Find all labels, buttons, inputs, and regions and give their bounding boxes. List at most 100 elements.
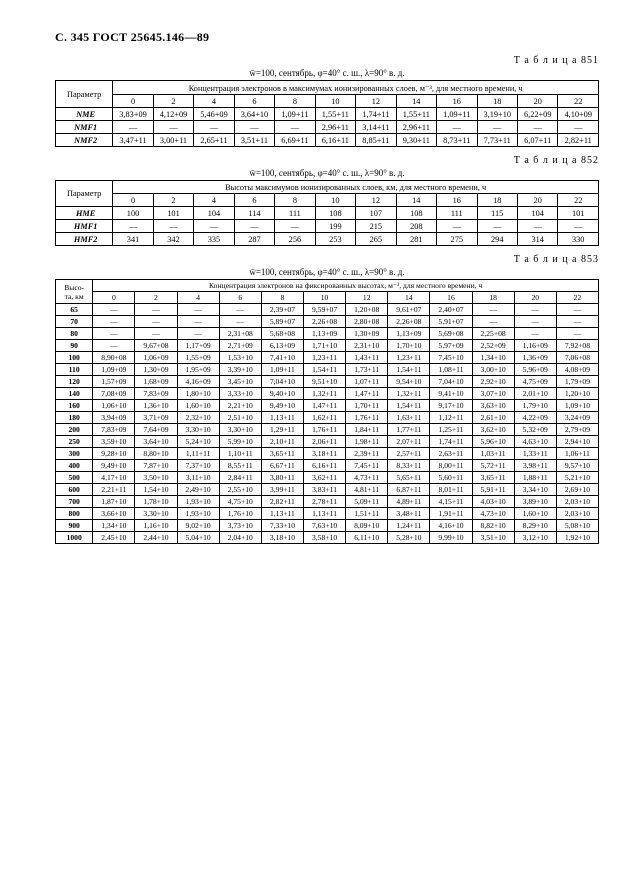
data-cell: 8,80+10 (135, 448, 177, 460)
data-cell: 9,61+07 (388, 304, 430, 316)
data-cell: 3,66+10 (93, 508, 135, 520)
data-cell: 7,45+10 (430, 352, 472, 364)
data-cell: 1,74+11 (430, 436, 472, 448)
data-cell: 6,16+11 (303, 460, 345, 472)
data-cell: 3,33+10 (219, 388, 261, 400)
data-cell: 2,26+08 (388, 316, 430, 328)
data-cell: 8,85+11 (356, 134, 396, 147)
data-cell: 1,34+10 (93, 520, 135, 532)
data-cell: 1,71+10 (303, 340, 345, 352)
data-cell: 5,69+08 (430, 328, 472, 340)
data-cell: 2,31+10 (346, 340, 388, 352)
data-cell: 1,54+11 (303, 364, 345, 376)
data-cell: 7,73+11 (477, 134, 517, 147)
data-cell: 335 (194, 233, 234, 246)
data-cell: 5,89+07 (261, 316, 303, 328)
data-cell: 5,91+07 (430, 316, 472, 328)
data-cell: 1,12+11 (430, 412, 472, 424)
data-cell: 5,68+08 (261, 328, 303, 340)
data-cell: 8,01+11 (430, 484, 472, 496)
data-cell: — (472, 316, 514, 328)
data-cell: 1,73+11 (346, 364, 388, 376)
data-cell: 6,87+11 (388, 484, 430, 496)
data-cell: 4,89+11 (388, 496, 430, 508)
data-cell: 1,10+11 (219, 448, 261, 460)
data-cell: 9,99+10 (430, 532, 472, 544)
data-cell: 1,06+11 (556, 448, 598, 460)
data-cell: 4,03+10 (472, 496, 514, 508)
data-cell: 3,98+11 (514, 460, 556, 472)
data-cell: 8,73+11 (437, 134, 477, 147)
data-cell: 2,65+11 (194, 134, 234, 147)
data-cell: 3,64+10 (135, 436, 177, 448)
data-cell: 1,20+10 (556, 388, 598, 400)
data-cell: 2,55+10 (219, 484, 261, 496)
data-cell: — (93, 304, 135, 316)
data-cell: 256 (275, 233, 315, 246)
data-cell: — (514, 316, 556, 328)
data-cell: — (153, 220, 193, 233)
data-cell: 1,03+11 (472, 448, 514, 460)
data-cell: 3,34+10 (514, 484, 556, 496)
data-cell: 4,75+09 (514, 376, 556, 388)
data-cell: 1,93+10 (177, 496, 219, 508)
data-cell: 2,45+10 (93, 532, 135, 544)
data-cell: 3,07+10 (472, 388, 514, 400)
data-cell: 275 (437, 233, 477, 246)
data-cell: 104 (194, 207, 234, 220)
data-cell: — (194, 121, 234, 134)
data-cell: 2,94+10 (556, 436, 598, 448)
data-cell: 1,84+11 (346, 424, 388, 436)
data-cell: 5,24+10 (177, 436, 219, 448)
height-cell: 700 (56, 496, 93, 508)
data-cell: 330 (558, 233, 599, 246)
data-cell: 1,36+09 (514, 352, 556, 364)
col-header: 2 (153, 95, 193, 108)
data-cell: 1,47+11 (303, 400, 345, 412)
data-cell: 3,50+10 (135, 472, 177, 484)
data-cell: 5,96+09 (514, 364, 556, 376)
data-cell: — (437, 121, 477, 134)
data-cell: 3,48+11 (388, 508, 430, 520)
data-cell: 8,29+10 (514, 520, 556, 532)
data-cell: 3,24+09 (556, 412, 598, 424)
data-cell: 2,04+10 (219, 532, 261, 544)
height-cell: 100 (56, 352, 93, 364)
data-cell: 1,68+09 (135, 376, 177, 388)
data-cell: 3,00+10 (472, 364, 514, 376)
data-cell: — (135, 316, 177, 328)
data-cell: — (275, 121, 315, 134)
table-853: Т а б л и ц а 853 w̄=100, сентябрь, φ=40… (55, 254, 599, 544)
col-header: 0 (113, 194, 153, 207)
data-cell: — (558, 220, 599, 233)
data-cell: — (177, 328, 219, 340)
data-cell: — (194, 220, 234, 233)
data-cell: 1,17+09 (177, 340, 219, 352)
height-cell: 120 (56, 376, 93, 388)
data-cell: 7,83+09 (135, 388, 177, 400)
data-cell: 1,95+09 (177, 364, 219, 376)
col-header: 6 (219, 292, 261, 304)
data-cell: 2,21+10 (219, 400, 261, 412)
param-header: Параметр (56, 81, 113, 108)
data-cell: 6,22+09 (517, 108, 557, 121)
data-cell: 8,82+10 (472, 520, 514, 532)
data-cell: 1,54+10 (135, 484, 177, 496)
data-cell: 294 (477, 233, 517, 246)
data-cell: 5,91+11 (472, 484, 514, 496)
data-cell: 1,70+11 (346, 400, 388, 412)
data-cell: 4,16+10 (430, 520, 472, 532)
height-cell: 900 (56, 520, 93, 532)
data-cell: — (477, 121, 517, 134)
data-cell: — (477, 220, 517, 233)
data-cell: 5,08+10 (556, 520, 598, 532)
data-cell: 5,96+10 (472, 436, 514, 448)
data-cell: 7,92+08 (556, 340, 598, 352)
data-cell: 114 (234, 207, 274, 220)
param-cell: NMF1 (56, 121, 113, 134)
height-cell: 800 (56, 508, 93, 520)
data-cell: — (514, 328, 556, 340)
data-cell: 2,39+07 (261, 304, 303, 316)
data-cell: — (517, 121, 557, 134)
data-cell: 5,46+09 (194, 108, 234, 121)
